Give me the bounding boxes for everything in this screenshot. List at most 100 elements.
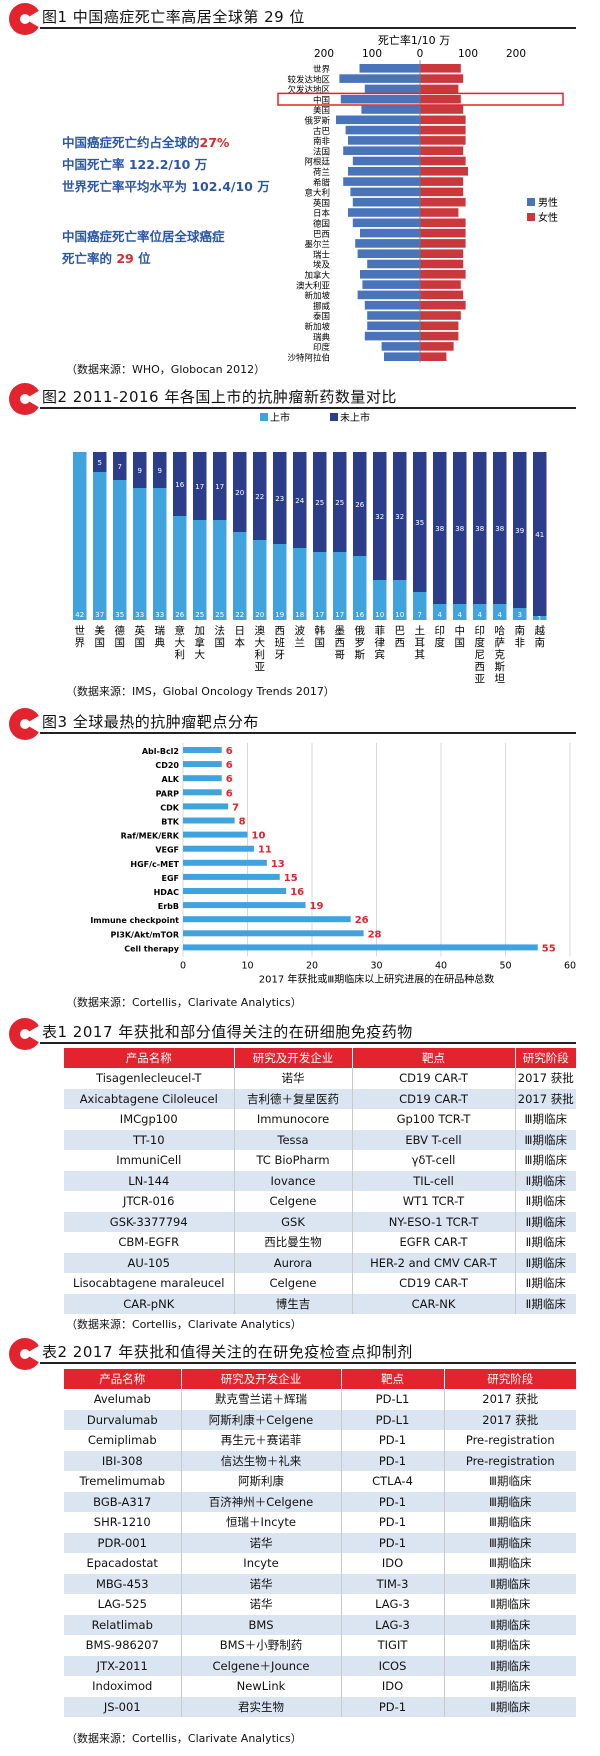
female-bar — [420, 321, 459, 331]
annotation-text: 死亡率的 — [62, 251, 117, 266]
category-label: 印度尼西亚 — [475, 625, 486, 685]
table-cell: Ⅱ期临床 — [490, 1597, 531, 1612]
column-header: 产品名称 — [64, 1048, 235, 1068]
table-cell: Incyte — [181, 1553, 342, 1574]
unlisted-bar — [353, 452, 367, 556]
table-2-source: （数据来源：Cortellis，Clarivate Analytics） — [66, 1732, 302, 1745]
male-bar — [348, 208, 420, 217]
table-cell: Ⅱ期临床 — [515, 1170, 576, 1191]
unlisted-bar — [173, 452, 187, 516]
category-label: 中国 — [455, 624, 466, 649]
table-cell: 诺华 — [181, 1594, 342, 1615]
table-cell: 西比曼生物 — [234, 1232, 353, 1253]
table-cell: Ⅱ期临床 — [515, 1293, 576, 1314]
female-bar — [420, 197, 466, 207]
table-cell: Ⅱ期临床 — [525, 1276, 566, 1291]
table-row: BGB-A317 百济神州＋Celgene PD-1 Ⅲ期临床 — [64, 1491, 576, 1512]
table-cell: TC BioPharm — [234, 1150, 353, 1171]
table-cell: ImmuniCell — [64, 1150, 235, 1171]
listed-bar — [233, 532, 247, 620]
data-label: 4 — [498, 611, 503, 619]
male-bar — [355, 239, 420, 248]
value-bar — [183, 831, 248, 838]
category-label: 美国 — [313, 105, 330, 116]
table-cell: JTCR-016 — [64, 1191, 235, 1212]
data-label: 6 — [226, 746, 233, 757]
data-label: 22 — [235, 611, 244, 619]
table-cell: EGFR CAR-T — [352, 1232, 516, 1253]
table-cell: 2017 获批 — [482, 1392, 539, 1407]
data-label: 25 — [215, 611, 224, 619]
table-cell: JS-001 — [64, 1696, 182, 1717]
figure-3-chart: 0 10 20 30 40 50 60 6 Abl-Bcl2 6 CD20 6 ALK 6 PARP 7 CDK… — [90, 743, 576, 986]
figure-1-chart: 死亡率1/10 万 200 100 0 100 200 世界较发达地区欠发达地区中国美国俄罗… — [277, 33, 564, 363]
category-label: 沙特阿拉伯 — [287, 352, 330, 363]
data-label: 38 — [475, 525, 484, 533]
table-row: IBI-308 信达生物＋礼来 PD-1 Pre-registration — [64, 1450, 576, 1471]
listed-bar — [353, 556, 367, 620]
unlisted-bar — [333, 452, 347, 552]
table-cell: 恒瑞＋Incyte — [181, 1512, 342, 1533]
category-label: 印度 — [313, 342, 331, 353]
male-bar — [339, 74, 420, 83]
data-label: 28 — [368, 929, 382, 940]
data-label: 18 — [295, 611, 304, 619]
table-cell: Ⅱ期临床 — [515, 1252, 576, 1273]
data-label: 19 — [275, 611, 284, 619]
male-bar — [340, 94, 420, 104]
category-label: 波兰 — [295, 624, 306, 649]
male-bar — [364, 84, 420, 94]
category-label: 荷兰 — [313, 167, 330, 178]
data-label: 32 — [375, 513, 384, 521]
table-cell: 2017 获批 — [517, 1071, 574, 1086]
category-label: 瑞士 — [313, 249, 331, 260]
table-row: Relatlimab BMS LAG-3 Ⅱ期临床 — [64, 1614, 576, 1635]
data-label: 22 — [255, 493, 264, 501]
table-2-panel: 表2 2017 年获批和值得关注的在研免疫检查点抑制剂 产品名称 研究及开发企业… — [0, 1335, 600, 1756]
table-row: LN-144 Iovance TIL-cell Ⅱ期临床 — [64, 1170, 576, 1191]
male-bar — [357, 249, 420, 258]
female-bar — [420, 125, 466, 135]
value-bar — [183, 916, 351, 923]
value-bar — [183, 845, 254, 852]
value-bar — [183, 930, 364, 937]
table-cell: 默克雪兰诺＋辉瑞 — [181, 1389, 342, 1410]
figure-2-chart: 上市 未上市42世界375美国357德国339英国339瑞典2616意大利2517… — [73, 411, 547, 685]
male-bar — [367, 311, 420, 320]
table-cell: CAR-NK — [352, 1293, 516, 1314]
listed-bar — [533, 616, 547, 620]
data-label: 9 — [158, 467, 162, 475]
data-label: 32 — [395, 513, 404, 521]
category-label: 俄罗斯 — [304, 116, 330, 127]
data-label: 20 — [255, 611, 264, 619]
table-row: Indoximod NewLink IDO Ⅱ期临床 — [64, 1676, 576, 1697]
male-bar — [362, 280, 420, 289]
table-cell: GSK-3377794 — [64, 1211, 235, 1232]
table-cell: 信达生物＋礼来 — [181, 1450, 342, 1471]
table-cell: Relatlimab — [64, 1614, 182, 1635]
data-label: 10 — [375, 611, 384, 619]
value-bar — [183, 803, 229, 810]
figure-2-header: 图2 2011-2016 年各国上市的抗肿瘤新药数量对比 — [0, 380, 600, 420]
data-label: 8 — [239, 817, 246, 828]
category-label: 阿根廷 — [304, 157, 330, 168]
legend-label: 女性 — [538, 211, 558, 224]
table-cell: Ⅱ期临床 — [515, 1211, 576, 1232]
data-label: 1 — [538, 615, 542, 623]
category-label: CDK — [160, 803, 180, 812]
table-cell: Ⅲ期临床 — [515, 1129, 576, 1150]
table-1-panel: 表1 2017 年获批和部分值得关注的在研细胞免疫药物 产品名称 研究及开发企业… — [0, 1015, 600, 1335]
table-cell: Tessa — [234, 1129, 353, 1150]
column-header: 研究阶段 — [444, 1369, 576, 1389]
table-cell: 诺华 — [181, 1573, 342, 1594]
legend-label: 上市 — [270, 411, 290, 424]
male-bar — [384, 352, 420, 361]
annotation-line: 死亡率的 29 位 — [62, 248, 270, 270]
unlisted-bar — [313, 452, 327, 552]
female-bar — [420, 300, 466, 310]
table-cell: Pre-registration — [444, 1450, 576, 1471]
table-cell: γδT-cell — [352, 1150, 516, 1171]
table-row: Tremelimumab 阿斯利康 CTLA-4 Ⅲ期临床 — [64, 1471, 576, 1492]
category-label: 埃及 — [313, 260, 331, 271]
table-2-title: 表2 2017 年获批和值得关注的在研免疫检查点抑制剂 — [42, 1343, 413, 1361]
